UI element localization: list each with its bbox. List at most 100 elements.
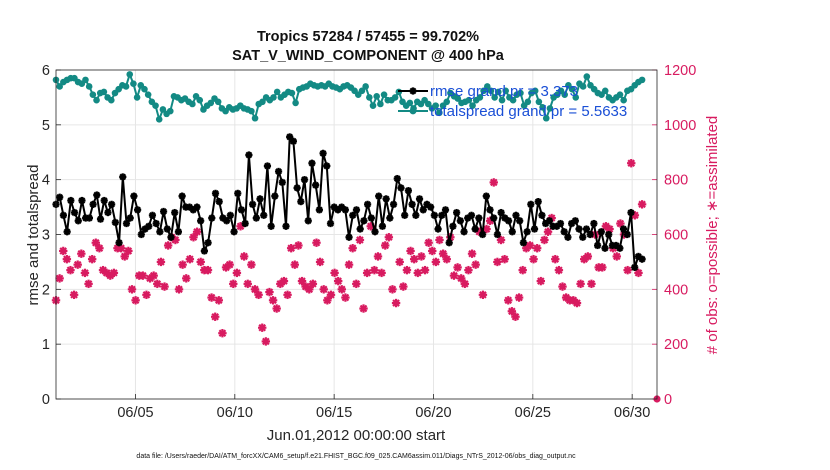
nobs-assimilated-point — [254, 290, 263, 300]
totalspread-point — [601, 87, 609, 95]
nobs-assimilated-point — [420, 265, 430, 275]
rmse-point — [89, 200, 97, 208]
left-axis-ticks: 0 1 2 3 4 5 6 — [42, 63, 61, 408]
totalspread-point — [380, 91, 388, 98]
nobs-assimilated-point — [395, 257, 404, 267]
rmse-point — [208, 214, 216, 222]
rmse-point — [85, 214, 93, 222]
nobs-assimilated-point — [286, 244, 296, 253]
nobs-assimilated-point — [532, 244, 542, 253]
rmse-point — [404, 187, 413, 195]
plot-frame — [55, 69, 658, 400]
rmse-point — [323, 162, 331, 170]
rmse-point — [171, 208, 179, 217]
nobs-assimilated-point — [504, 296, 513, 305]
nobs-assimilated-point — [207, 293, 216, 302]
nobs-assimilated-point — [77, 249, 86, 258]
nobs-assimilated-point — [297, 276, 307, 286]
rmse-point — [560, 228, 568, 236]
rmse-point — [601, 244, 609, 252]
nobs-assimilated-point — [529, 254, 538, 264]
rmse-point — [234, 189, 242, 197]
rmse-point — [593, 241, 602, 250]
totalspread-point — [126, 71, 134, 78]
rmse-point — [571, 217, 579, 225]
x-tick-label: 06/10 — [217, 405, 253, 421]
totalspread-point — [358, 87, 366, 95]
x-tick-label: 06/30 — [614, 405, 650, 421]
nobs-assimilated-point — [138, 271, 148, 280]
totalspread-point — [159, 106, 167, 113]
left-tick-label: 3 — [42, 228, 50, 244]
nobs-assimilated-point — [95, 244, 104, 253]
rmse-point — [530, 225, 539, 233]
rmse-point — [308, 159, 316, 167]
nobs-assimilated-point — [305, 285, 314, 294]
rmse-point — [122, 219, 131, 228]
nobs-assimilated-point — [62, 254, 72, 264]
rmse-point — [415, 195, 424, 203]
totalspread-point — [152, 102, 159, 109]
rmse-point — [104, 208, 112, 217]
nobs-assimilated-point — [572, 298, 582, 308]
rmse-point — [260, 211, 268, 219]
right-tick-label: 400 — [664, 282, 688, 298]
rmse-point — [497, 208, 505, 217]
left-axis-label: rmse and totalspread — [25, 165, 42, 306]
nobs-assimilated-point — [518, 265, 527, 275]
nobs-assimilated-point — [153, 279, 162, 289]
totalspread-point — [620, 96, 627, 104]
rmse-point — [623, 230, 631, 239]
totalspread-point — [425, 100, 432, 108]
totalspread-point — [144, 91, 152, 98]
nobs-assimilated-point — [261, 337, 271, 346]
nobs-assimilated-point — [312, 238, 321, 247]
totalspread-point — [196, 96, 204, 104]
rmse-point — [256, 195, 264, 203]
nobs-assimilated-point — [493, 257, 502, 267]
rmse-point — [412, 211, 420, 219]
rmse-point — [519, 239, 527, 247]
rmse-point — [197, 217, 205, 225]
nobs-assimilated-point — [554, 265, 564, 275]
nobs-assimilated-point — [348, 244, 357, 253]
nobs-assimilated-point — [330, 268, 339, 278]
rmse-point — [148, 211, 157, 219]
totalspread-point — [391, 94, 399, 101]
totalspread-point — [579, 83, 587, 90]
rmse-point — [408, 200, 416, 208]
rmse-point — [534, 198, 542, 206]
left-tick-label: 0 — [42, 392, 50, 408]
nobs-assimilated-point — [333, 276, 343, 286]
nobs-assimilated-point — [543, 227, 553, 236]
left-tick-label: 6 — [42, 63, 50, 79]
chart-subtitle: SAT_V_WIND_COMPONENT @ 400 hPa — [232, 48, 505, 64]
nobs-assimilated-point — [218, 329, 227, 338]
totalspread-point — [616, 91, 624, 98]
nobs-series — [51, 159, 661, 403]
totalspread-point — [89, 91, 97, 98]
rmse-point — [382, 195, 390, 203]
rmse-point — [167, 233, 175, 241]
nobs-assimilated-point — [156, 257, 166, 267]
nobs-assimilated-point — [616, 219, 625, 228]
rmse-point — [326, 219, 335, 228]
nobs-assimilated-point — [326, 290, 336, 300]
nobs-assimilated-point — [496, 235, 506, 245]
nobs-assimilated-point — [500, 254, 509, 264]
x-tick-label: 06/25 — [515, 405, 551, 421]
rmse-point — [278, 178, 286, 187]
rmse-point — [582, 225, 591, 233]
rmse-point — [419, 206, 427, 214]
totalspread-point — [539, 103, 546, 111]
nobs-assimilated-point — [478, 290, 488, 300]
totalspread-point — [251, 114, 259, 122]
nobs-assimilated-point — [279, 276, 289, 286]
nobs-assimilated-point — [323, 296, 332, 305]
rmse-point — [427, 203, 435, 211]
nobs-assimilated-point — [359, 304, 368, 313]
rmse-point — [230, 228, 238, 236]
rmse-point — [137, 230, 145, 239]
totalspread-point — [502, 87, 510, 95]
